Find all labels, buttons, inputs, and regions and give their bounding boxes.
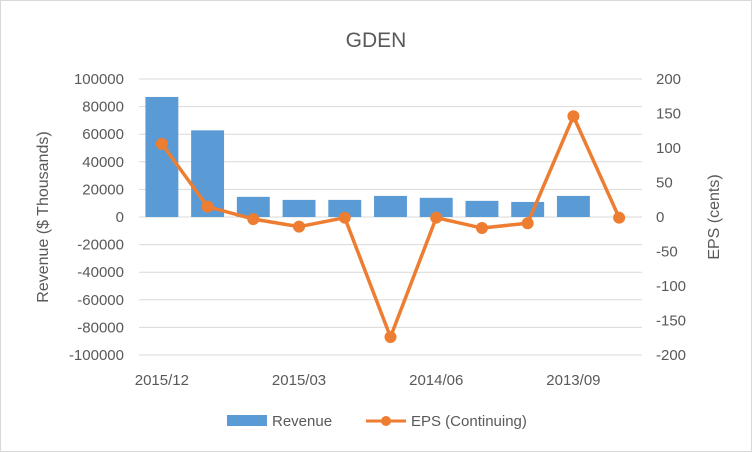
eps-point: [521, 217, 534, 230]
eps-point: [567, 110, 580, 123]
legend-eps-marker: [381, 416, 391, 426]
eps-point: [201, 200, 214, 213]
revenue-bar: [465, 200, 499, 217]
y-axis-label: Revenue ($ Thousands): [35, 131, 52, 302]
eps-point: [293, 220, 306, 233]
y-tick-label: 80000: [82, 99, 124, 116]
x-tick-label: 2013/09: [546, 372, 600, 389]
y2-tick-label: 150: [656, 106, 681, 123]
eps-point: [430, 211, 443, 224]
revenue-bar: [511, 201, 545, 217]
eps-point: [475, 222, 488, 235]
legend-revenue-swatch: [227, 415, 267, 426]
legend-eps-label: EPS (Continuing): [411, 413, 527, 430]
eps-point: [155, 137, 168, 150]
y2-tick-label: -150: [656, 313, 686, 330]
y2-tick-label: 200: [656, 71, 681, 88]
revenue-bar: [374, 195, 407, 217]
y2-tick-label: 0: [656, 209, 664, 226]
revenue-bar: [556, 195, 590, 217]
revenue-bar: [328, 199, 362, 217]
y2-tick-label: -50: [656, 244, 678, 261]
y-tick-label: 60000: [82, 126, 124, 143]
y-tick-label: -40000: [77, 264, 124, 281]
eps-point: [247, 213, 260, 226]
x-tick-label: 2015/03: [272, 372, 326, 389]
y-tick-label: -100000: [69, 347, 124, 364]
chart-title: GDEN: [346, 29, 407, 52]
y2-axis-label: EPS (cents): [706, 174, 723, 259]
x-tick-label: 2014/06: [409, 372, 463, 389]
eps-point: [338, 211, 351, 224]
eps-line: [160, 114, 621, 339]
y-tick-label: 100000: [74, 71, 124, 88]
eps-point: [613, 211, 626, 224]
y2-tick-label: 50: [656, 175, 673, 192]
y-tick-label: 20000: [82, 181, 124, 198]
y-tick-label: 40000: [82, 154, 124, 171]
y-tick-label: -60000: [77, 292, 124, 309]
legend: Revenue EPS (Continuing): [227, 413, 527, 430]
x-tick-label: 2015/12: [135, 372, 189, 389]
eps-point: [384, 331, 397, 344]
y2-tick-label: 100: [656, 140, 681, 157]
legend-revenue-label: Revenue: [272, 413, 332, 430]
revenue-bar: [419, 197, 453, 217]
revenue-bar: [236, 196, 270, 217]
y-tick-label: -20000: [77, 237, 124, 254]
revenue-bar: [282, 199, 316, 217]
y-tick-label: -80000: [77, 319, 124, 336]
y2-tick-label: -100: [656, 278, 686, 295]
y2-tick-label: -200: [656, 347, 686, 364]
y-tick-label: 0: [116, 209, 124, 226]
